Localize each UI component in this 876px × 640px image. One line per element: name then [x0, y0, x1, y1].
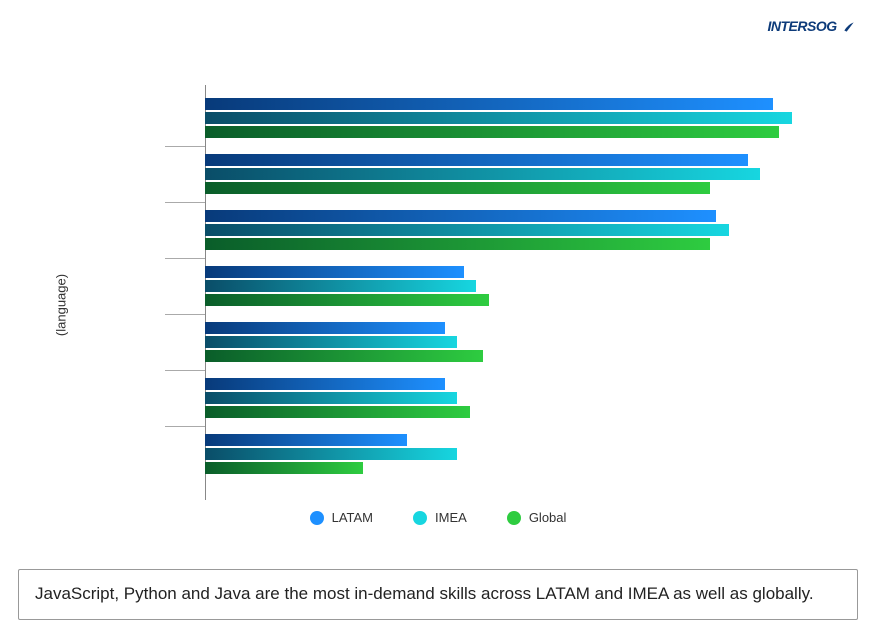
bar-group — [205, 314, 836, 370]
skills-chart: (language) — [55, 85, 836, 525]
bar — [205, 126, 779, 138]
bar — [205, 154, 748, 166]
axis-tick — [165, 258, 205, 259]
bar — [205, 238, 710, 250]
bar-group — [205, 370, 836, 426]
bar — [205, 280, 476, 292]
bar — [205, 210, 716, 222]
plot-area — [205, 90, 836, 500]
bar — [205, 448, 457, 460]
bar — [205, 462, 363, 474]
bar-group — [205, 426, 836, 482]
bar-group — [205, 146, 836, 202]
legend-marker — [413, 511, 427, 525]
bar — [205, 112, 792, 124]
runner-icon — [842, 20, 856, 34]
bar-group — [205, 258, 836, 314]
chart-caption: JavaScript, Python and Java are the most… — [18, 569, 858, 620]
bar — [205, 406, 470, 418]
legend-label: LATAM — [332, 510, 373, 525]
axis-tick — [165, 370, 205, 371]
legend-item: LATAM — [310, 510, 373, 525]
bar-group — [205, 90, 836, 146]
brand-logo-text: INTERSOG — [767, 18, 836, 34]
bar — [205, 434, 407, 446]
legend-marker — [507, 511, 521, 525]
legend-marker — [310, 511, 324, 525]
legend-item: IMEA — [413, 510, 467, 525]
bar-group — [205, 202, 836, 258]
bar — [205, 224, 729, 236]
legend-label: IMEA — [435, 510, 467, 525]
bar — [205, 336, 457, 348]
bar — [205, 392, 457, 404]
bar — [205, 294, 489, 306]
axis-tick — [165, 426, 205, 427]
bar — [205, 350, 483, 362]
y-axis-label: (language) — [54, 274, 69, 336]
axis-tick — [165, 202, 205, 203]
chart-legend: LATAM IMEA Global — [0, 510, 876, 528]
bar — [205, 168, 760, 180]
legend-label: Global — [529, 510, 567, 525]
bar — [205, 98, 773, 110]
bar — [205, 182, 710, 194]
axis-tick — [165, 146, 205, 147]
bar — [205, 266, 464, 278]
brand-logo: INTERSOG — [767, 18, 856, 34]
bar — [205, 322, 445, 334]
legend-item: Global — [507, 510, 567, 525]
bar — [205, 378, 445, 390]
axis-tick — [165, 314, 205, 315]
